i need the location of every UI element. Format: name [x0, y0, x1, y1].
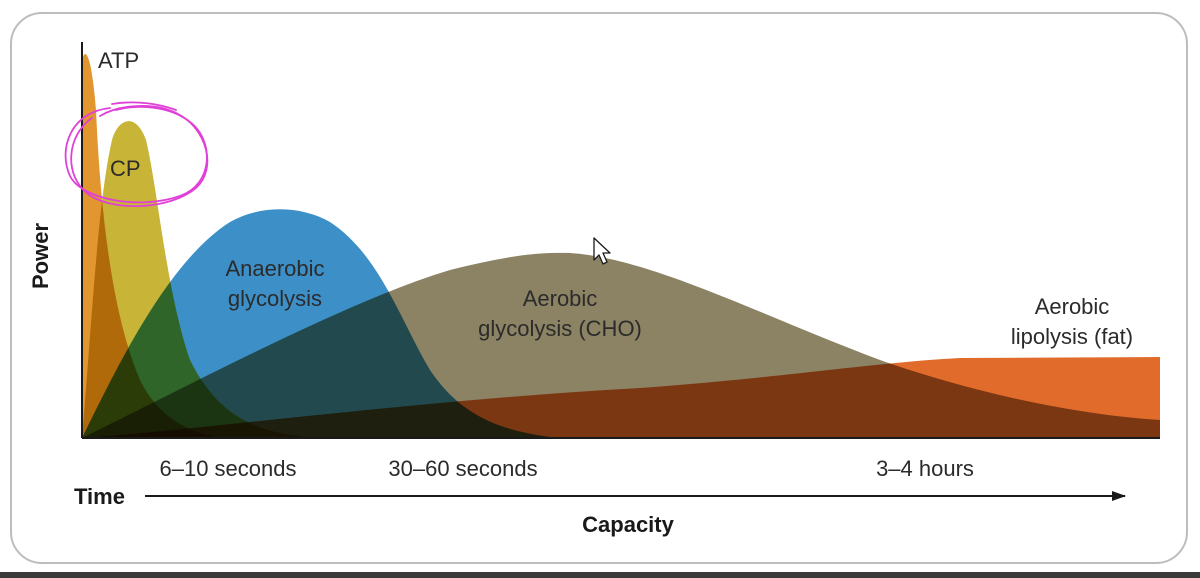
time-mark-medium: 30–60 seconds	[388, 456, 537, 481]
cp-curve	[82, 121, 320, 438]
capacity-label: Capacity	[582, 512, 674, 537]
atp-label: ATP	[98, 48, 139, 73]
y-axis-label: Power	[28, 223, 53, 289]
annotation-circle	[64, 101, 209, 207]
time-label: Time	[74, 484, 125, 509]
mouse-cursor-icon	[593, 237, 611, 265]
aerobic-fat-label-line2: lipolysis (fat)	[1011, 324, 1133, 349]
anaerobic-label-line1: Anaerobic	[225, 256, 324, 281]
atp-curve	[82, 54, 220, 439]
aerobic-cho-label-line2: glycolysis (CHO)	[478, 316, 642, 341]
cp-label: CP	[110, 156, 141, 181]
anaerobic-label-line2: glycolysis	[228, 286, 322, 311]
aerobic-cho-label-line1: Aerobic	[523, 286, 598, 311]
aerobic-fat-label-line1: Aerobic	[1035, 294, 1110, 319]
time-mark-short: 6–10 seconds	[160, 456, 297, 481]
time-mark-long: 3–4 hours	[876, 456, 974, 481]
bottom-edge-bar	[0, 572, 1200, 578]
